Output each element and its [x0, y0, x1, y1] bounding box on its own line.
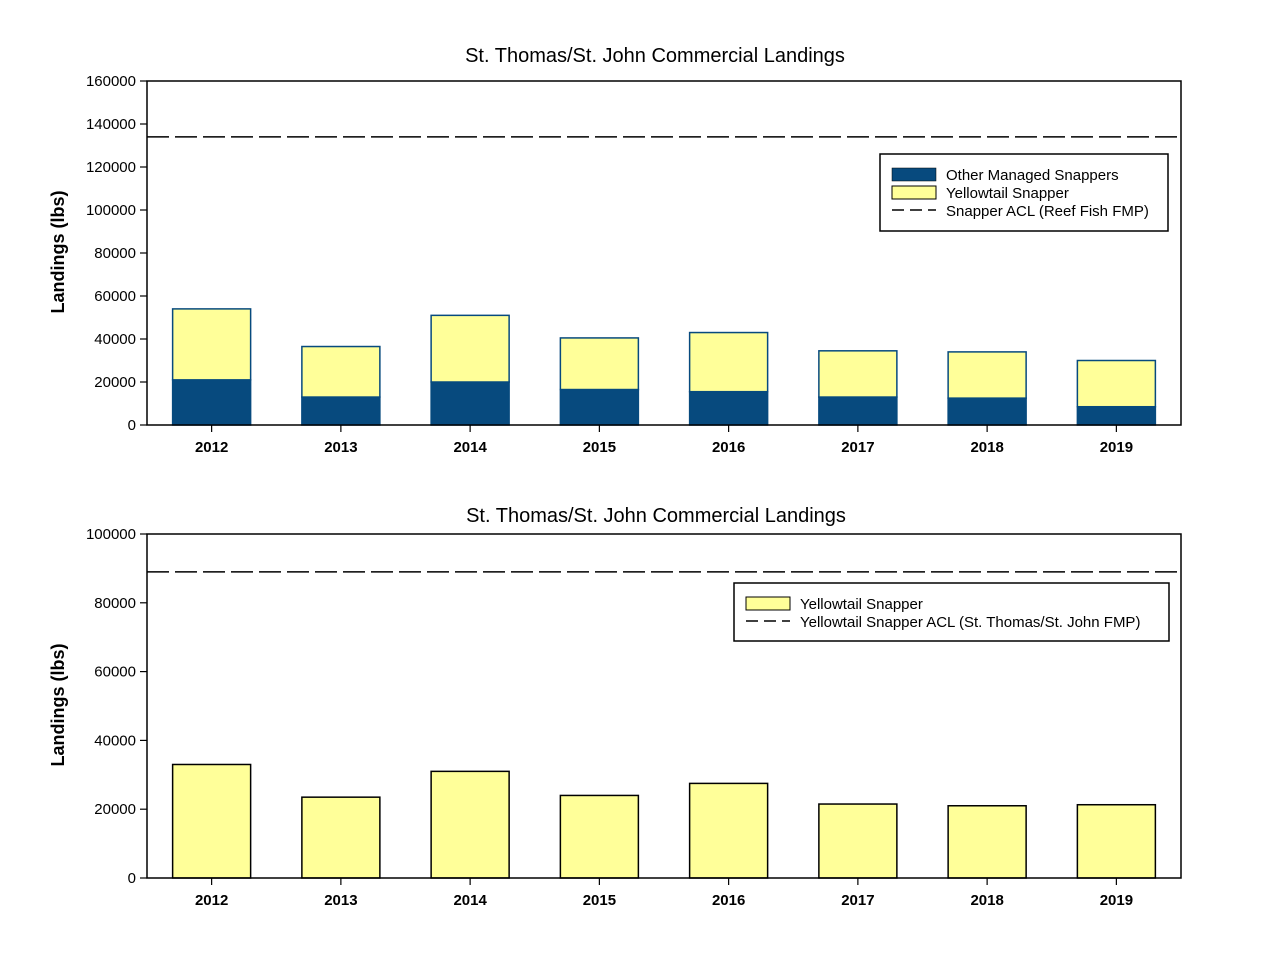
chart-top-y-axis-label: Landings (lbs) — [48, 191, 68, 314]
chart-bottom-y-axis-label: Landings (lbs) — [48, 644, 68, 767]
y-tick-label: 80000 — [94, 245, 136, 262]
x-tick-label: 2019 — [1100, 439, 1133, 456]
legend-label-snapper-acl: Snapper ACL (Reef Fish FMP) — [946, 203, 1149, 220]
chart-top-x-ticks: 2012 2013 2014 2015 2016 2017 2018 2019 — [195, 425, 1133, 456]
chart-top-legend: Other Managed Snappers Yellowtail Snappe… — [879, 153, 1169, 232]
x-tick-label: 2016 — [712, 439, 745, 456]
x-tick-label: 2019 — [1100, 892, 1133, 909]
x-tick-label: 2013 — [324, 439, 357, 456]
y-tick-label: 120000 — [86, 159, 136, 176]
bar-other-managed-snappers-2018 — [947, 397, 1027, 426]
chart-top-y-ticks: 0 20000 40000 60000 80000 100000 120000 140000 1… — [86, 73, 147, 434]
bar-yellowtail-snapper-2018 — [947, 351, 1027, 399]
chart-bottom-title: St. Thomas/St. John Commercial Landings — [466, 505, 846, 527]
bar-yellowtail-snapper-2015 — [559, 337, 640, 391]
bar-other-managed-snappers-2014 — [430, 381, 510, 426]
y-tick-label: 160000 — [86, 73, 136, 90]
x-tick-label: 2017 — [841, 439, 874, 456]
chart-bottom-bars — [171, 763, 1157, 879]
legend-label-yellowtail-snapper: Yellowtail Snapper — [800, 596, 923, 613]
x-tick-label: 2018 — [970, 892, 1003, 909]
legend-label-yellowtail-snapper: Yellowtail Snapper — [946, 185, 1069, 202]
legend-swatch-yellowtail-snapper — [891, 185, 937, 200]
x-tick-label: 2015 — [583, 892, 616, 909]
chart-bottom: St. Thomas/St. John Commercial Landings … — [48, 505, 1182, 909]
y-tick-label: 40000 — [94, 732, 136, 749]
chart-bottom-y-ticks: 0 20000 40000 60000 80000 100000 — [86, 526, 147, 887]
y-tick-label: 100000 — [86, 526, 136, 543]
x-tick-label: 2015 — [583, 439, 616, 456]
x-tick-label: 2012 — [195, 439, 228, 456]
y-tick-label: 20000 — [94, 374, 136, 391]
bar-yellowtail-snapper-2014 — [430, 770, 510, 879]
bar-yellowtail-snapper-2016 — [688, 782, 769, 879]
y-tick-label: 20000 — [94, 801, 136, 818]
chart-top: St. Thomas/St. John Commercial Landings … — [48, 45, 1182, 456]
bar-yellowtail-snapper-2013 — [301, 345, 381, 398]
bar-yellowtail-snapper-2019 — [1076, 359, 1157, 408]
bar-other-managed-snappers-2017 — [818, 396, 898, 426]
x-tick-label: 2016 — [712, 892, 745, 909]
chart-top-title: St. Thomas/St. John Commercial Landings — [465, 45, 845, 67]
bar-yellowtail-snapper-2014 — [430, 314, 510, 383]
chart-bottom-legend-box — [733, 582, 1170, 642]
y-tick-label: 0 — [128, 417, 136, 434]
bar-other-managed-snappers-2016 — [688, 390, 769, 426]
y-tick-label: 100000 — [86, 202, 136, 219]
bar-yellowtail-snapper-2012 — [171, 308, 252, 381]
x-tick-label: 2018 — [970, 439, 1003, 456]
bar-other-managed-snappers-2012 — [171, 379, 252, 426]
chart-top-bars — [171, 308, 1157, 426]
bar-yellowtail-snapper-2019 — [1076, 803, 1157, 879]
y-tick-label: 60000 — [94, 288, 136, 305]
x-tick-label: 2017 — [841, 892, 874, 909]
bar-yellowtail-snapper-2015 — [559, 794, 640, 879]
bar-yellowtail-snapper-2017 — [818, 803, 898, 879]
bar-other-managed-snappers-2019 — [1076, 405, 1157, 426]
x-tick-label: 2012 — [195, 892, 228, 909]
x-tick-label: 2014 — [453, 439, 487, 456]
legend-label-other-managed-snappers: Other Managed Snappers — [946, 167, 1119, 184]
y-tick-label: 60000 — [94, 664, 136, 681]
chart-bottom-x-ticks: 2012 2013 2014 2015 2016 2017 2018 2019 — [195, 878, 1133, 909]
y-tick-label: 40000 — [94, 331, 136, 348]
chart-bottom-legend: Yellowtail Snapper Yellowtail Snapper AC… — [733, 582, 1170, 642]
bar-yellowtail-snapper-2017 — [818, 350, 898, 398]
bar-yellowtail-snapper-2013 — [301, 796, 381, 879]
y-tick-label: 140000 — [86, 116, 136, 133]
legend-swatch-yellowtail-snapper — [745, 596, 791, 611]
legend-swatch-other-managed-snappers — [891, 167, 937, 182]
bar-yellowtail-snapper-2018 — [947, 805, 1027, 879]
x-tick-label: 2013 — [324, 892, 357, 909]
bar-yellowtail-snapper-2016 — [688, 331, 769, 393]
bar-yellowtail-snapper-2012 — [171, 763, 252, 879]
chart-bottom-plot-frame — [146, 533, 1182, 879]
x-tick-label: 2014 — [453, 892, 487, 909]
y-tick-label: 0 — [128, 870, 136, 887]
bar-other-managed-snappers-2015 — [559, 388, 640, 426]
chart-top-plot-frame — [146, 80, 1182, 426]
bar-other-managed-snappers-2013 — [301, 396, 381, 426]
legend-label-yellowtail-acl: Yellowtail Snapper ACL (St. Thomas/St. J… — [800, 614, 1140, 631]
y-tick-label: 80000 — [94, 595, 136, 612]
